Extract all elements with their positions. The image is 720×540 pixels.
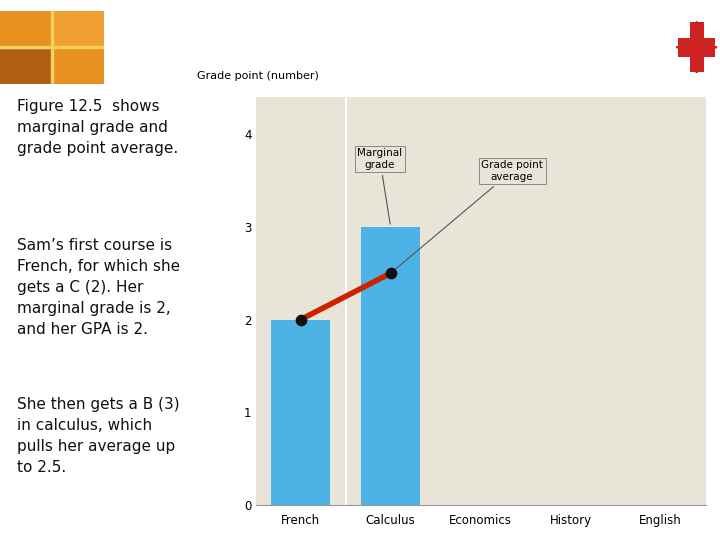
Text: Marginal
grade: Marginal grade [357, 148, 402, 224]
Bar [0, 47, 52, 84]
Bar [52, 11, 104, 47]
Bar [0, 11, 52, 47]
Text: Grade point (number): Grade point (number) [197, 71, 319, 81]
Text: She then gets a B (3)
in calculus, which
pulls her average up
to 2.5.: She then gets a B (3) in calculus, which… [17, 397, 179, 475]
Text: Grade point
average: Grade point average [392, 160, 543, 272]
Bar [52, 47, 104, 84]
Bar [361, 227, 420, 505]
Text: Sam’s first course is
French, for which she
gets a C (2). Her
marginal grade is : Sam’s first course is French, for which … [17, 238, 180, 336]
Bar [690, 23, 703, 72]
Bar [678, 38, 715, 57]
Point [295, 315, 307, 324]
Bar [271, 320, 330, 505]
Text: 12.2 SHORT-RUN PRODUCTION: 12.2 SHORT-RUN PRODUCTION [117, 37, 473, 57]
Point [385, 269, 397, 278]
Text: Figure 12.5  shows
marginal grade and
grade point average.: Figure 12.5 shows marginal grade and gra… [17, 99, 178, 157]
